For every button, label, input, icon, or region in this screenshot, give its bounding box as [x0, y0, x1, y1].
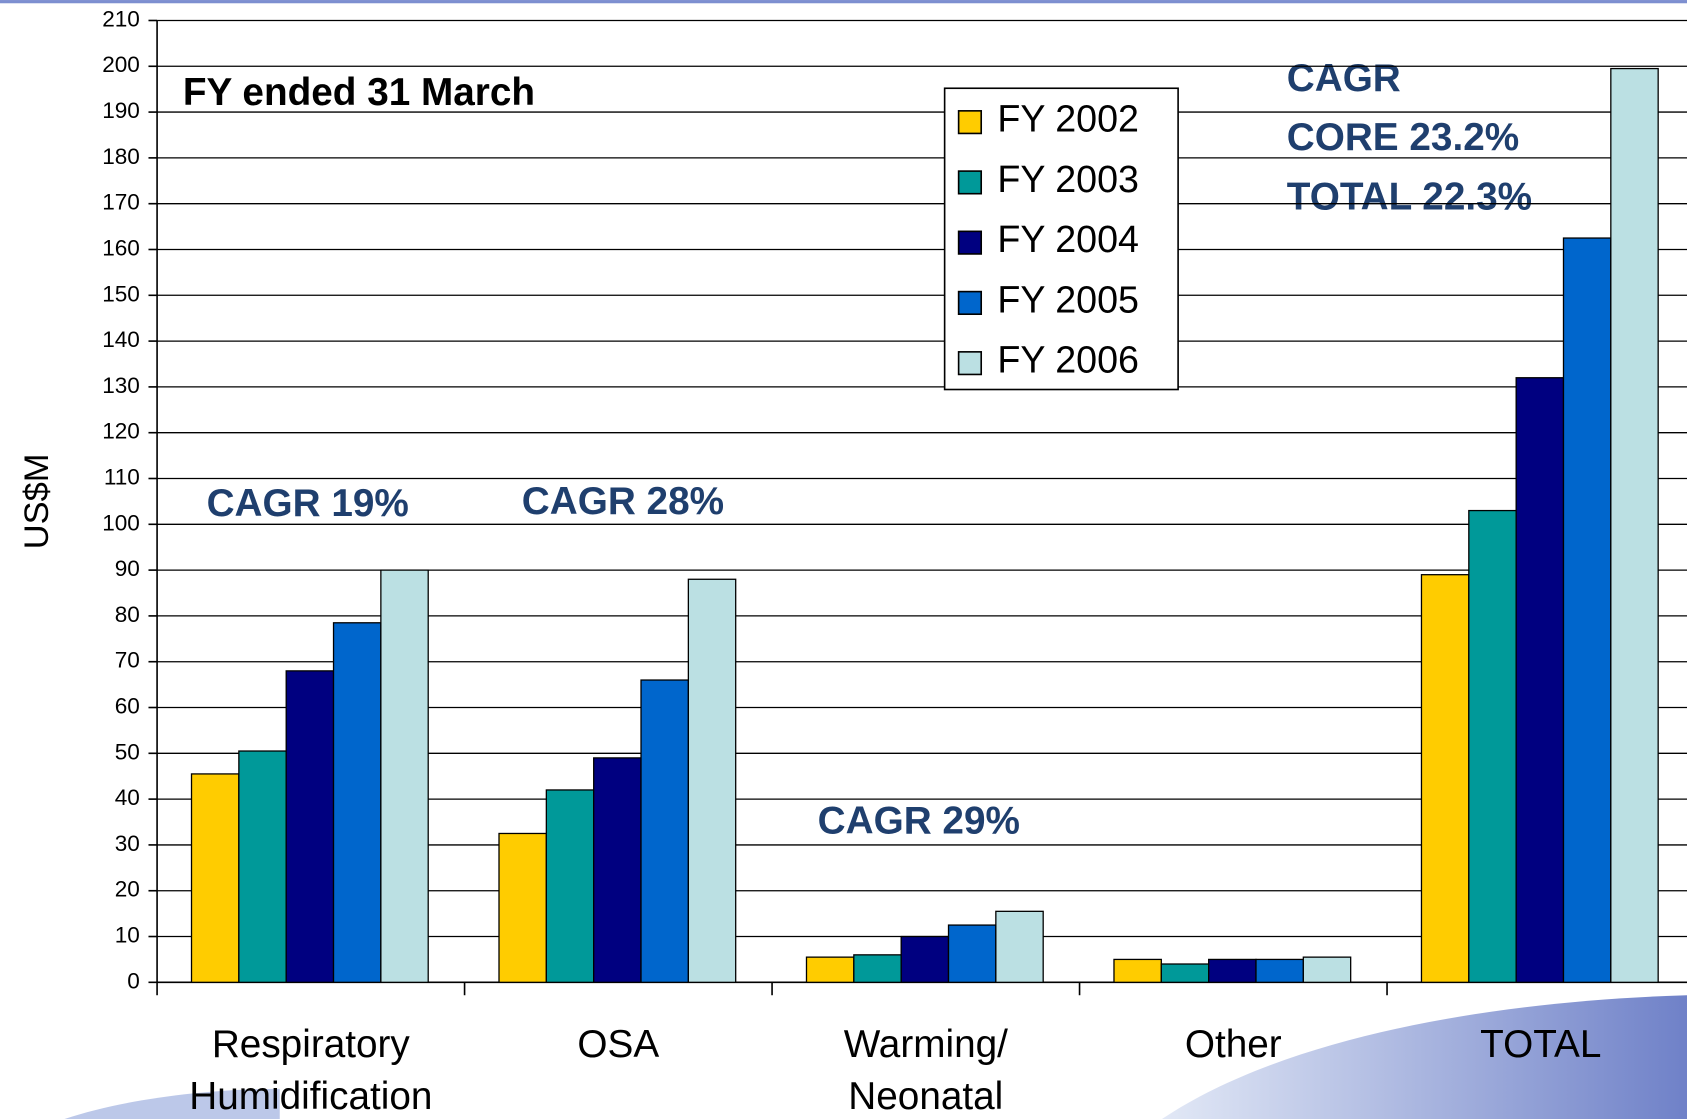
legend-swatch: [957, 170, 983, 195]
bar: [995, 910, 1044, 983]
bar: [1208, 958, 1257, 983]
annotation: CAGR 29%: [818, 799, 1020, 842]
y-tick-label: 160: [102, 235, 140, 260]
legend-swatch: [957, 230, 983, 255]
bar: [1420, 574, 1470, 983]
y-tick-label: 140: [102, 327, 140, 352]
y-tick-label: 50: [115, 739, 140, 764]
bar: [380, 569, 429, 983]
legend-swatch: [957, 110, 983, 135]
y-tick-label: 110: [104, 464, 140, 489]
bar: [332, 622, 382, 983]
annotation: CORE 23.2%: [1287, 116, 1519, 159]
y-tick-label: 80: [115, 602, 140, 627]
y-tick-label: 20: [115, 877, 140, 902]
x-tick-label: Respiratory Humidification: [189, 1023, 432, 1118]
y-tick-label: 130: [102, 373, 140, 398]
x-tick-label: TOTAL: [1480, 1023, 1601, 1066]
bar: [190, 773, 240, 983]
x-tick-label: OSA: [577, 1023, 659, 1066]
bar: [238, 750, 287, 983]
y-tick-label: 150: [102, 281, 140, 306]
legend-label: FY 2003: [997, 158, 1139, 200]
y-tick-label: 200: [102, 52, 140, 77]
bar: [1562, 237, 1612, 983]
y-tick-label: 100: [102, 510, 140, 535]
y-tick-label: 170: [102, 190, 140, 215]
decor-swoosh: [1161, 995, 1687, 1119]
y-tick-label: 0: [127, 968, 140, 993]
y-tick-label: 120: [102, 419, 140, 444]
annotation: CAGR 19%: [207, 482, 409, 525]
bar: [1610, 67, 1659, 983]
bar: [1255, 958, 1304, 983]
y-tick-label: 10: [115, 922, 140, 947]
y-tick-label: 180: [102, 144, 140, 169]
bar: [1468, 509, 1517, 983]
legend-label: FY 2002: [997, 98, 1139, 140]
bar: [853, 954, 902, 983]
bar: [1113, 958, 1162, 983]
bar: [1160, 963, 1210, 983]
y-tick-label: 210: [102, 6, 140, 31]
legend-swatch: [957, 290, 983, 316]
bar: [687, 578, 737, 983]
y-tick-label: 90: [115, 556, 140, 581]
decor-swoosh: [64, 1088, 280, 1119]
bar: [947, 924, 997, 983]
legend-box: [943, 87, 1179, 391]
legend-swatch: [957, 351, 983, 376]
y-tick-label: 190: [102, 98, 140, 123]
bar: [805, 956, 855, 983]
annotation: CAGR: [1287, 57, 1401, 100]
bar: [285, 670, 335, 983]
legend-label: FY 2006: [997, 339, 1139, 381]
y-tick-label: 40: [115, 785, 140, 810]
annotation: CAGR 28%: [522, 480, 724, 523]
y-tick-label: 70: [115, 648, 140, 673]
top-rule: [0, 0, 1687, 4]
y-axis-label: US$M: [18, 454, 56, 550]
x-tick-label: Other: [1185, 1023, 1282, 1066]
bar: [1515, 377, 1565, 983]
annotation: TOTAL 22.3%: [1287, 175, 1532, 218]
bar: [498, 832, 547, 983]
legend: FY 2002 FY 2003 FY 2004 FY 2005 FY 2006: [943, 87, 1179, 391]
legend-label: FY 2005: [997, 278, 1139, 320]
bar: [640, 679, 690, 983]
x-tick-label: Warming/Neonatal: [844, 1023, 1008, 1118]
y-tick-label: 60: [115, 693, 140, 718]
bar: [593, 757, 642, 983]
legend-label: FY 2004: [997, 218, 1139, 260]
annotation: FY ended 31 March: [183, 71, 535, 114]
bar: [1302, 956, 1352, 983]
y-tick-label: 30: [115, 831, 140, 856]
bar: [900, 935, 950, 983]
bar: [545, 789, 595, 983]
